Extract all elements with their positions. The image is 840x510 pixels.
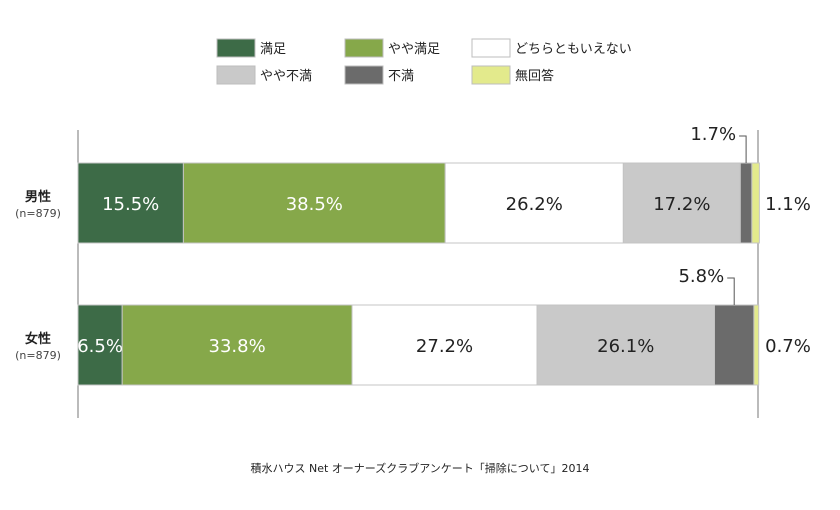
legend-swatch-3 [471, 38, 511, 58]
category-n-2: (n=879) [15, 349, 61, 362]
category-label-1: 男性 [25, 189, 51, 205]
data-label-2-どちらともいえない: 27.2% [416, 336, 473, 357]
legend-swatch-5 [344, 65, 384, 85]
data-label-1-どちらともいえない: 26.2% [506, 194, 563, 215]
callout-line-1 [739, 135, 747, 163]
legend-swatch-6 [471, 65, 511, 85]
data-label-2-満足: 6.5% [77, 336, 123, 357]
bar-segment-1-やや不満 [622, 162, 741, 244]
source-note: 積水ハウス Net オーナーズクラブアンケート「掃除について」2014 [251, 461, 590, 475]
bar-segment-1-やや満足 [182, 162, 446, 244]
bars [77, 162, 760, 386]
callout-line-2 [727, 277, 735, 305]
data-labels: 15.5% 38.5% 26.2% 17.2% 1.7% 1.1% 6.5% 33.8% 27.… [77, 124, 811, 357]
legend-swatch-1 [216, 38, 256, 58]
legend-swatch-4 [216, 65, 256, 85]
bar-segment-2-無回答 [753, 304, 760, 386]
data-label-2-やや満足: 33.8% [209, 336, 266, 357]
category-labels: 男性 (n=879) 女性 (n=879) [15, 189, 61, 362]
data-label-1-やや満足: 38.5% [286, 194, 343, 215]
data-label-2-無回答: 0.7% [765, 336, 811, 357]
legend-label-2: やや満足 [388, 42, 440, 57]
bar-segment-1-どちらともいえない [444, 162, 624, 244]
legend-label-6: 無回答 [515, 68, 554, 84]
bar-segment-1-不満 [739, 162, 753, 244]
data-label-2-やや不満: 26.1% [597, 336, 654, 357]
data-label-1-無回答: 1.1% [765, 194, 811, 215]
legend-label-5: 不満 [388, 69, 414, 84]
legend-label-3: どちらともいえない [515, 42, 632, 57]
category-n-1: (n=879) [15, 207, 61, 220]
bar-segment-2-不満 [713, 304, 755, 386]
bar-segment-1-満足 [77, 162, 184, 244]
legend-swatch-2 [344, 38, 384, 58]
bar-segment-2-どちらともいえない [351, 304, 538, 386]
legend-label-4: やや不満 [260, 69, 312, 84]
data-label-1-不満: 1.7% [690, 124, 736, 145]
data-label-1-やや不満: 17.2% [653, 194, 710, 215]
category-label-2: 女性 [25, 331, 51, 347]
data-label-1-満足: 15.5% [102, 194, 159, 215]
bar-segment-2-やや不満 [536, 304, 715, 386]
data-label-2-不満: 5.8% [678, 266, 724, 287]
bar-segment-2-満足 [77, 304, 123, 386]
legend-label-1: 満足 [260, 42, 286, 57]
bar-segment-1-無回答 [751, 162, 760, 244]
